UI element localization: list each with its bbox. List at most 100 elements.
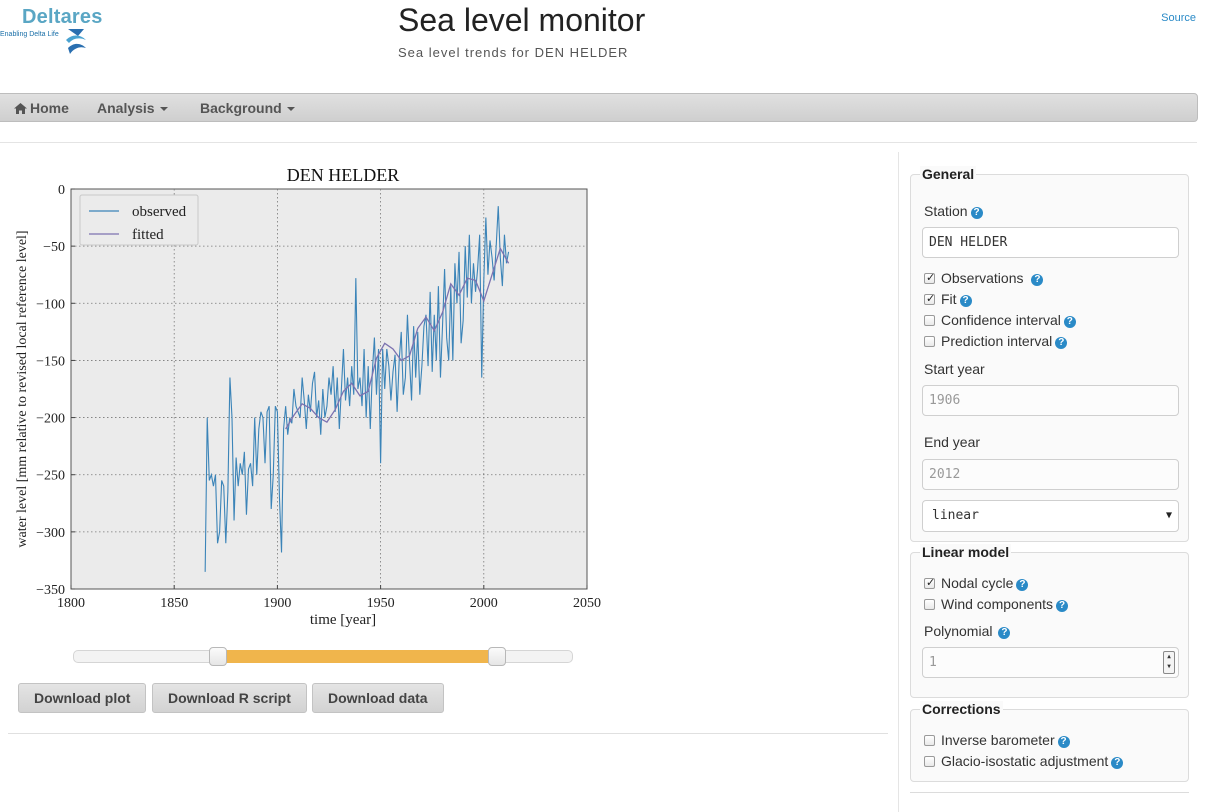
checkbox-icon[interactable] bbox=[924, 292, 935, 305]
x-tick-label: 1950 bbox=[367, 596, 395, 611]
chart-legend: observed fitted bbox=[79, 194, 199, 246]
start-year-input[interactable]: 1906 bbox=[922, 385, 1179, 416]
x-tick-label: 2000 bbox=[470, 596, 498, 611]
help-icon[interactable]: ? bbox=[1055, 337, 1068, 349]
year-range-slider[interactable] bbox=[73, 647, 573, 666]
page-subtitle: Sea level trends for DEN HELDER bbox=[398, 45, 629, 60]
deltares-logo[interactable]: Deltares Enabling Delta Life bbox=[0, 6, 110, 60]
content-divider bbox=[8, 733, 888, 734]
prediction-interval-label: Prediction interval bbox=[941, 333, 1053, 349]
checkbox-icon[interactable] bbox=[924, 336, 935, 347]
polynomial-input[interactable]: 1 ▲ ▼ bbox=[922, 647, 1179, 678]
download-r-script-button[interactable]: Download R script bbox=[152, 683, 307, 713]
checkbox-icon[interactable] bbox=[924, 315, 935, 326]
model-select[interactable]: linear ▼ bbox=[922, 500, 1179, 532]
slider-handle-start[interactable] bbox=[209, 647, 228, 666]
checkbox-icon[interactable] bbox=[924, 756, 935, 767]
x-axis-label: time [year] bbox=[310, 612, 376, 628]
start-year-label: Start year bbox=[924, 361, 985, 377]
source-link[interactable]: Source bbox=[1161, 12, 1196, 24]
y-tick-label: −150 bbox=[36, 354, 65, 369]
end-year-label: End year bbox=[924, 434, 981, 450]
polynomial-label-text: Polynomial bbox=[924, 623, 993, 639]
y-tick-label: −250 bbox=[36, 469, 65, 484]
help-icon[interactable]: ? bbox=[959, 295, 972, 307]
fit-label: Fit bbox=[941, 291, 957, 307]
x-tick-label: 1800 bbox=[57, 596, 85, 611]
nav-background-dropdown[interactable]: Background bbox=[200, 100, 295, 116]
slider-selected-range bbox=[217, 650, 496, 663]
corrections-fieldset: Corrections Inverse barometer? Glacio-is… bbox=[910, 701, 1189, 782]
caret-down-icon bbox=[159, 107, 168, 112]
inverse-barometer-checkbox[interactable]: Inverse barometer? bbox=[924, 732, 1070, 748]
nav-analysis-dropdown[interactable]: Analysis bbox=[97, 100, 168, 116]
plot-area bbox=[70, 188, 588, 590]
page-title: Sea level monitor bbox=[398, 2, 646, 38]
dropdown-arrow-icon: ▼ bbox=[1165, 510, 1172, 521]
help-icon[interactable]: ? bbox=[1056, 600, 1069, 612]
nav-background-label: Background bbox=[200, 100, 282, 116]
wind-components-checkbox[interactable]: Wind components? bbox=[924, 596, 1069, 612]
general-fieldset: General Station? DEN HELDER Observations… bbox=[910, 166, 1189, 542]
chart-title: DEN HELDER bbox=[287, 165, 399, 185]
checkbox-icon[interactable] bbox=[924, 735, 935, 746]
x-tick-label: 1850 bbox=[160, 596, 188, 611]
station-input[interactable]: DEN HELDER bbox=[922, 227, 1179, 258]
sidebar-divider bbox=[910, 792, 1189, 793]
nav-analysis-label: Analysis bbox=[97, 100, 155, 116]
nav-home-label: Home bbox=[30, 100, 69, 116]
x-tick-label: 2050 bbox=[573, 596, 601, 611]
wave-icon bbox=[66, 29, 86, 54]
help-icon[interactable]: ? bbox=[998, 627, 1011, 639]
download-data-button[interactable]: Download data bbox=[312, 683, 444, 713]
nav-home[interactable]: Home bbox=[14, 100, 69, 116]
linear-model-legend: Linear model bbox=[920, 544, 1012, 560]
logo-tagline: Enabling Delta Life bbox=[0, 31, 59, 38]
spinner-down-icon[interactable]: ▼ bbox=[1167, 663, 1171, 670]
help-icon[interactable]: ? bbox=[1031, 274, 1044, 286]
corrections-legend: Corrections bbox=[920, 701, 1003, 717]
series-line-fitted bbox=[285, 246, 510, 430]
help-icon[interactable]: ? bbox=[1057, 736, 1070, 748]
fit-checkbox[interactable]: Fit? bbox=[924, 291, 972, 307]
caret-down-icon bbox=[286, 107, 295, 112]
series-line-observed bbox=[204, 206, 510, 572]
help-icon[interactable]: ? bbox=[1111, 757, 1124, 769]
glacio-isostatic-label: Glacio-isostatic adjustment bbox=[941, 753, 1109, 769]
inverse-barometer-label: Inverse barometer bbox=[941, 732, 1055, 748]
station-label: Station? bbox=[924, 203, 983, 219]
checkbox-icon[interactable] bbox=[924, 271, 935, 284]
checkbox-icon[interactable] bbox=[924, 599, 935, 610]
observations-checkbox[interactable]: Observations? bbox=[924, 270, 1044, 286]
confidence-interval-checkbox[interactable]: Confidence interval? bbox=[924, 312, 1076, 328]
spinner-up-icon[interactable]: ▲ bbox=[1167, 653, 1171, 660]
y-tick-label: −350 bbox=[36, 583, 65, 598]
legend-box bbox=[79, 194, 199, 246]
help-icon[interactable]: ? bbox=[1016, 579, 1029, 591]
y-tick-label: −200 bbox=[36, 412, 65, 427]
observations-label: Observations bbox=[941, 270, 1024, 286]
nodal-cycle-checkbox[interactable]: Nodal cycle? bbox=[924, 575, 1029, 591]
x-tick-label: 1900 bbox=[263, 596, 291, 611]
polynomial-label: Polynomial? bbox=[924, 623, 1011, 639]
wind-components-label: Wind components bbox=[941, 596, 1054, 612]
download-plot-button[interactable]: Download plot bbox=[18, 683, 147, 713]
end-year-input[interactable]: 2012 bbox=[922, 459, 1179, 490]
nodal-cycle-label: Nodal cycle bbox=[941, 575, 1014, 591]
confidence-interval-label: Confidence interval bbox=[941, 312, 1061, 328]
logo-text: Deltares bbox=[22, 6, 103, 28]
sea-level-chart: 1800 1850 1900 1950 2000 2050 0 −50 −100 −150 −200… bbox=[15, 165, 601, 628]
polynomial-value: 1 bbox=[929, 655, 937, 670]
help-icon[interactable]: ? bbox=[970, 207, 983, 219]
legend-label-fitted: fitted bbox=[132, 227, 164, 243]
glacio-isostatic-checkbox[interactable]: Glacio-isostatic adjustment? bbox=[924, 753, 1124, 769]
help-icon[interactable]: ? bbox=[1063, 316, 1076, 328]
y-tick-label: −300 bbox=[36, 526, 65, 541]
model-select-value: linear bbox=[932, 508, 979, 523]
slider-handle-end[interactable] bbox=[488, 647, 506, 666]
navbar: Home Analysis Background bbox=[0, 93, 1198, 122]
checkbox-icon[interactable] bbox=[924, 576, 935, 589]
legend-label-observed: observed bbox=[132, 204, 187, 220]
prediction-interval-checkbox[interactable]: Prediction interval? bbox=[924, 333, 1068, 349]
number-spinner[interactable]: ▲ ▼ bbox=[1163, 651, 1175, 674]
